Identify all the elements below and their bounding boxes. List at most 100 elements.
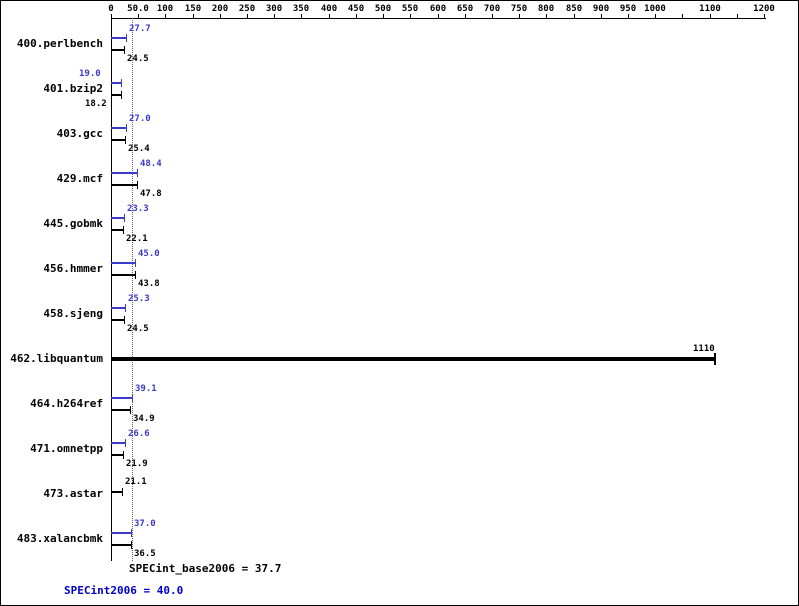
axis-tick-label: 100	[156, 4, 174, 14]
base-value-label: 21.1	[125, 477, 147, 487]
peak-value-label: 27.0	[129, 114, 151, 124]
axis-tick-label: 1100	[699, 4, 721, 14]
base-bar	[111, 454, 123, 456]
benchmark-label: 458.sjeng	[43, 307, 103, 320]
peak-bar-cap	[126, 34, 127, 42]
axis-tick	[465, 14, 466, 18]
base-bar	[111, 491, 122, 493]
axis-tick	[220, 14, 221, 18]
axis-tick	[492, 14, 493, 18]
single-value-label: 1110	[693, 344, 715, 354]
benchmark-label: 403.gcc	[56, 127, 103, 140]
axis-tick	[546, 14, 547, 18]
peak-bar	[111, 127, 126, 129]
base-value-label: 22.1	[126, 234, 148, 244]
peak-bar-cap	[125, 439, 126, 447]
peak-bar	[111, 307, 125, 309]
base-bar-cap	[135, 271, 136, 279]
axis-tick	[601, 14, 602, 18]
base-bar-cap	[131, 541, 132, 549]
base-bar-cap	[121, 91, 122, 99]
base-bar-cap	[125, 136, 126, 144]
axis-tick-label: 450	[347, 4, 365, 14]
x-axis-line	[111, 18, 766, 19]
axis-tick	[383, 14, 384, 18]
base-value-label: 18.2	[85, 99, 107, 109]
base-value-label: 43.8	[138, 279, 160, 289]
peak-bar	[111, 262, 135, 264]
base-value-label: 24.5	[127, 54, 149, 64]
axis-tick	[519, 14, 520, 18]
axis-tick	[165, 14, 166, 18]
axis-tick-label: 300	[265, 4, 283, 14]
axis-tick	[710, 14, 711, 18]
axis-tick	[574, 14, 575, 18]
benchmark-label: 456.hmmer	[43, 262, 103, 275]
base-bar-cap	[137, 181, 138, 189]
base-value-label: 34.9	[133, 414, 155, 424]
axis-tick	[737, 14, 738, 18]
axis-tick-label: 500	[374, 4, 392, 14]
axis-tick-label: 350	[292, 4, 310, 14]
axis-tick	[356, 14, 357, 18]
axis-tick-label: 850	[565, 4, 583, 14]
axis-tick-label: 0	[108, 4, 114, 14]
axis-tick-label: 550	[401, 4, 419, 14]
peak-bar	[111, 82, 121, 84]
base-bar-cap	[130, 406, 131, 414]
axis-tick-label: 900	[592, 4, 610, 14]
axis-tick-label: 700	[483, 4, 501, 14]
base-value-label: 47.8	[140, 189, 162, 199]
peak-bar	[111, 217, 124, 219]
axis-tick	[655, 14, 656, 18]
axis-tick-label: 50.0	[127, 4, 149, 14]
peak-bar-cap	[131, 529, 132, 537]
y-axis-spine	[111, 18, 112, 561]
peak-bar-cap	[126, 124, 127, 132]
base-bar	[111, 49, 124, 51]
base-bar	[111, 94, 121, 96]
benchmark-label: 473.astar	[43, 487, 103, 500]
peak-value-label: 27.7	[129, 24, 151, 34]
axis-tick	[329, 14, 330, 18]
peak-value-label: 39.1	[135, 384, 157, 394]
axis-tick	[764, 14, 765, 18]
base-value-label: 36.5	[134, 549, 156, 559]
axis-tick-label: 200	[211, 4, 229, 14]
axis-tick-label: 800	[537, 4, 555, 14]
axis-tick	[193, 14, 194, 18]
single-bar-cap	[714, 353, 716, 365]
base-value-label: 21.9	[126, 459, 148, 469]
base-bar-cap	[122, 488, 123, 496]
peak-value-label: 19.0	[79, 69, 101, 79]
base-bar	[111, 229, 123, 231]
base-value-label: 24.5	[127, 324, 149, 334]
peak-bar	[111, 397, 132, 399]
base-bar	[111, 544, 131, 546]
peak-bar	[111, 442, 125, 444]
peak-bar-cap	[121, 79, 122, 87]
base-bar	[111, 139, 125, 141]
axis-tick	[274, 14, 275, 18]
peak-bar-cap	[137, 169, 138, 177]
peak-value-label: 37.0	[134, 519, 156, 529]
axis-tick	[628, 14, 629, 18]
peak-bar-cap	[124, 214, 125, 222]
benchmark-label: 445.gobmk	[43, 217, 103, 230]
axis-tick	[301, 14, 302, 18]
axis-tick	[410, 14, 411, 18]
base-bar-cap	[123, 226, 124, 234]
base-bar-cap	[124, 46, 125, 54]
peak-bar-cap	[125, 304, 126, 312]
peak-value-label: 48.4	[140, 159, 162, 169]
axis-tick-label: 400	[320, 4, 338, 14]
footer-peak-metric: SPECint2006 = 40.0	[64, 584, 184, 597]
peak-bar-cap	[132, 394, 133, 402]
peak-bar	[111, 172, 137, 174]
peak-value-label: 45.0	[138, 249, 160, 259]
peak-value-label: 25.3	[128, 294, 150, 304]
benchmark-label: 401.bzip2	[43, 82, 103, 95]
axis-tick-label: 250	[238, 4, 256, 14]
